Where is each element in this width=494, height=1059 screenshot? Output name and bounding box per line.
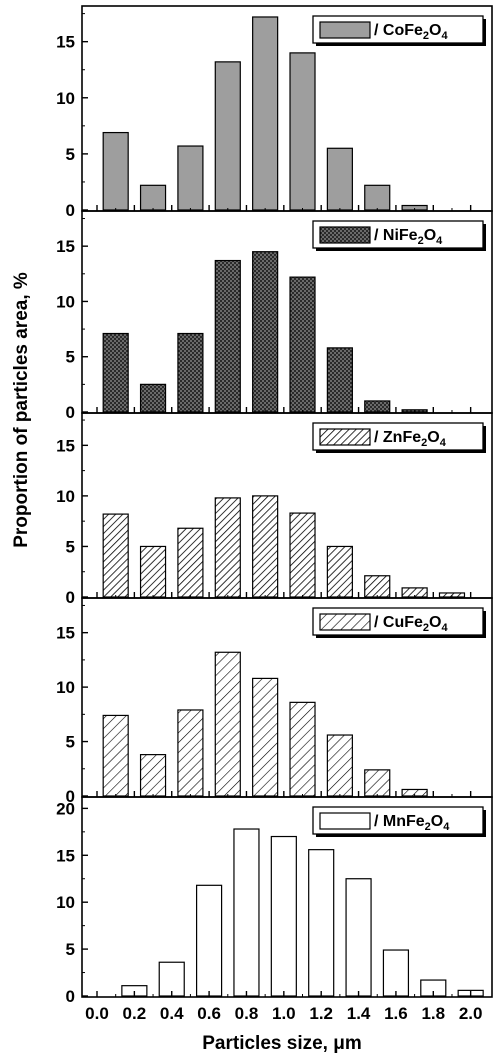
- legend-label: / NiFe2O4: [374, 227, 443, 247]
- legend-swatch: [319, 613, 371, 631]
- bar: [289, 276, 316, 413]
- bar: [270, 835, 297, 997]
- y-axis-title: Proportion of particles area, %: [11, 272, 32, 548]
- y-tick-label: 5: [66, 348, 75, 367]
- bar: [345, 878, 372, 997]
- bar: [252, 677, 279, 797]
- y-tick-label: 0: [66, 787, 75, 806]
- bar: [214, 259, 241, 413]
- bar: [364, 184, 391, 211]
- legend-label: / ZnFe2O4: [374, 429, 447, 449]
- panel-frame: [81, 796, 493, 998]
- bar: [214, 497, 241, 598]
- bar: [139, 383, 167, 413]
- bar: [326, 347, 353, 413]
- x-tick-label: 1.8: [421, 1004, 445, 1023]
- bar: [214, 61, 241, 211]
- x-axis-title: Particles size, μm: [202, 1033, 362, 1054]
- bar: [139, 754, 167, 797]
- legend-label: / CuFe2O4: [374, 614, 448, 634]
- bar: [364, 769, 391, 797]
- bar: [326, 147, 353, 211]
- y-tick-label: 5: [66, 145, 75, 164]
- y-tick-label: 15: [56, 33, 75, 52]
- bar: [102, 131, 129, 211]
- bar: [252, 251, 279, 413]
- x-tick-label: 2.0: [459, 1004, 483, 1023]
- legend-swatch: [319, 812, 371, 830]
- x-tick-label: 0.4: [160, 1004, 184, 1023]
- bar: [233, 828, 260, 997]
- bar: [102, 513, 129, 598]
- y-tick-label: 5: [66, 940, 75, 959]
- bar: [139, 545, 167, 598]
- bar: [102, 714, 129, 797]
- y-tick-label: 5: [66, 733, 75, 752]
- y-tick-label: 20: [56, 799, 75, 818]
- panel-3: 0 5 10 15 / CuFe2O4: [56, 597, 493, 806]
- bar: [326, 734, 353, 797]
- legend-swatch: [319, 428, 371, 446]
- panel-1: 0 5 10 15 / NiFe2O4: [56, 210, 493, 422]
- y-tick-label: 0: [66, 403, 75, 422]
- bar: [289, 512, 316, 598]
- y-tick-label: 0: [66, 987, 75, 1006]
- y-tick-label: 10: [56, 678, 75, 697]
- bar: [382, 949, 410, 997]
- x-tick-label: 0.0: [85, 1004, 109, 1023]
- y-tick-label: 15: [56, 436, 75, 455]
- bar: [177, 527, 204, 598]
- y-tick-label: 0: [66, 588, 75, 607]
- y-tick-label: 10: [56, 292, 75, 311]
- y-tick-label: 10: [56, 893, 75, 912]
- bar: [214, 651, 241, 797]
- panel-2: 0 5 10 15 / ZnFe2O4: [56, 412, 493, 607]
- bar: [177, 145, 204, 211]
- bar: [364, 575, 391, 598]
- y-tick-label: 15: [56, 237, 75, 256]
- y-tick-label: 10: [56, 487, 75, 506]
- x-tick-label: 1.0: [272, 1004, 296, 1023]
- x-tick-label: 0.2: [123, 1004, 147, 1023]
- y-tick-label: 0: [66, 201, 75, 220]
- y-tick-label: 15: [56, 624, 75, 643]
- bar: [326, 545, 353, 598]
- bar: [139, 184, 167, 211]
- x-tick-label: 0.6: [197, 1004, 221, 1023]
- bar: [252, 16, 279, 211]
- y-tick-label: 10: [56, 89, 75, 108]
- bar: [308, 849, 335, 997]
- bar: [195, 884, 223, 997]
- legend-label: / MnFe2O4: [374, 813, 450, 833]
- bar: [102, 332, 129, 413]
- bar: [177, 332, 204, 413]
- legend-label: / CoFe2O4: [374, 22, 448, 42]
- bar: [289, 701, 316, 797]
- bar: [252, 495, 279, 598]
- x-tick-label: 1.6: [384, 1004, 408, 1023]
- bar: [177, 709, 204, 797]
- panel-4: 0 5 10 15 20 / MnFe2O4: [56, 796, 493, 1006]
- bar: [289, 52, 316, 211]
- x-tick-label: 1.2: [309, 1004, 333, 1023]
- y-tick-label: 5: [66, 537, 75, 556]
- chart-panels: 0 5 10 15 / CoFe2O4 0 5 10 15 / NiFe2O4 0 5 10 15 / Zn…: [56, 5, 493, 1023]
- panel-0: 0 5 10 15 / CoFe2O4: [56, 5, 493, 220]
- bar: [158, 961, 185, 997]
- legend-swatch: [319, 226, 371, 244]
- x-tick-label: 0.8: [235, 1004, 259, 1023]
- legend-swatch: [319, 21, 371, 39]
- x-tick-label: 1.4: [347, 1004, 371, 1023]
- y-tick-label: 15: [56, 846, 75, 865]
